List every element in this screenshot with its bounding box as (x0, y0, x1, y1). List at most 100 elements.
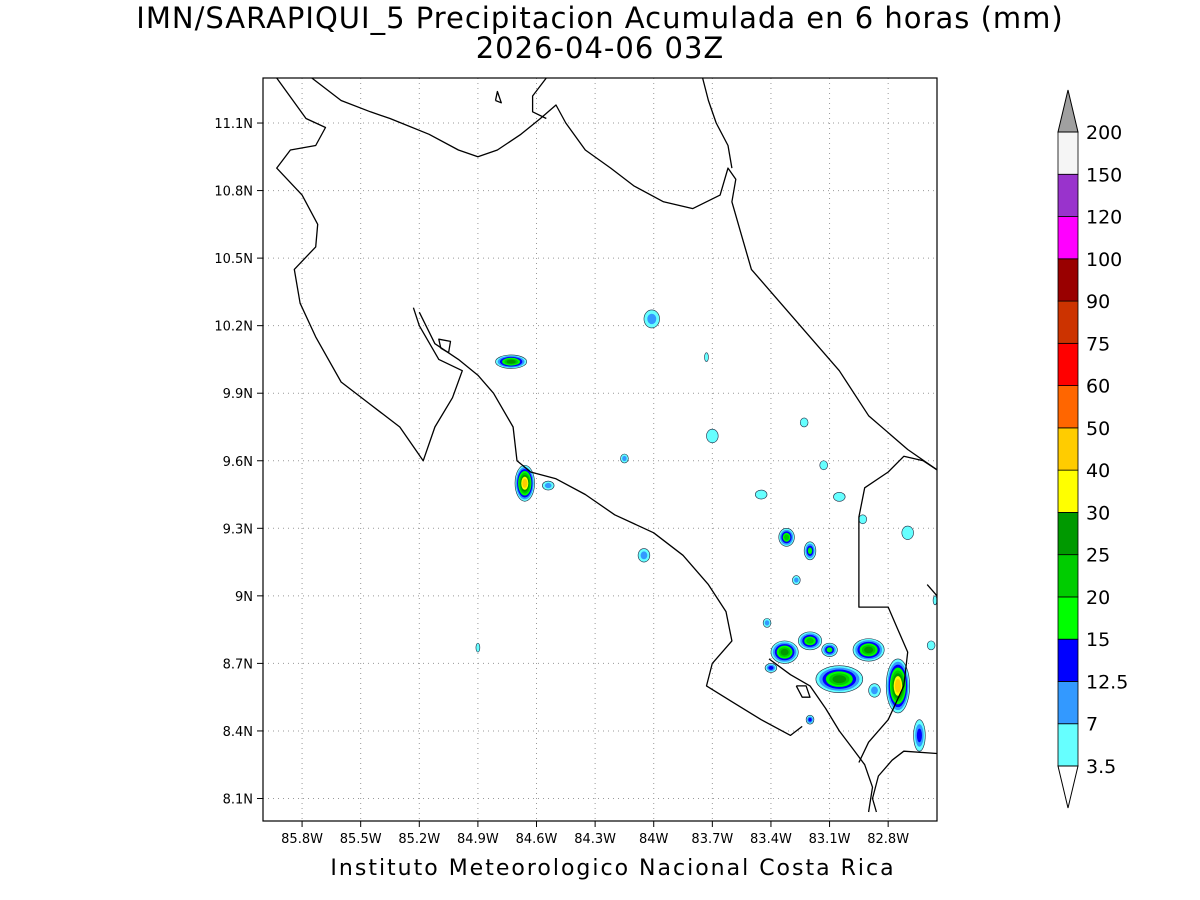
coastline-segment (494, 90, 502, 104)
lat-tick-label: 8.1N (223, 792, 253, 807)
lon-tick-label: 84W (639, 832, 669, 847)
precip-contour-band (807, 547, 813, 555)
precip-contour-band (784, 534, 790, 541)
precip-contour-band (647, 313, 657, 325)
coastline-borders (276, 78, 937, 813)
colorbar-under-triangle (1057, 765, 1079, 809)
colorbar-swatch (1057, 342, 1079, 387)
precip-cell (797, 631, 823, 651)
colorbar-swatch (1057, 258, 1079, 302)
colorbar-swatch (1057, 300, 1079, 344)
precip-cell (803, 541, 817, 561)
precip-contour-band (780, 648, 789, 656)
precip-contour-band (894, 678, 901, 693)
colorbar-swatch (1057, 385, 1079, 429)
lon-tick-label: 83.1W (809, 832, 851, 847)
precip-contour-band (832, 675, 847, 684)
precip-contour-band (706, 428, 719, 444)
colorbar-level-label: 120 (1086, 207, 1122, 229)
lon-tick-label: 84.6W (516, 832, 558, 847)
colorbar-level-label: 150 (1086, 164, 1122, 186)
precip-contour-band (871, 686, 878, 695)
coastline-segment (768, 658, 874, 813)
precip-contour-band (522, 478, 528, 488)
coastline-segment (311, 78, 937, 471)
precip-cell (706, 428, 719, 444)
precip-cell (815, 665, 864, 693)
colorbar-level-label: 60 (1086, 376, 1110, 398)
precip-cell (770, 640, 799, 664)
colorbar-level-label: 30 (1086, 502, 1110, 524)
lon-tick-label: 83.4W (750, 832, 792, 847)
precip-cell (704, 352, 709, 362)
precip-contour-band (475, 642, 481, 653)
precip-contour-band (864, 646, 874, 654)
colorbar-swatch (1057, 681, 1079, 725)
colorbar-level-label: 3.5 (1086, 756, 1116, 778)
colorbar-level-label: 100 (1086, 249, 1122, 271)
colorbar-level-label: 90 (1086, 291, 1110, 313)
lat-tick-label: 8.7N (223, 657, 253, 672)
precip-contour-band (640, 551, 648, 560)
colorbar-level-label: 40 (1086, 460, 1110, 482)
lat-tick-label: 10.8N (214, 185, 253, 200)
lon-tick-label: 85.8W (281, 832, 323, 847)
institution-credit: Instituto Meteorologico Nacional Costa R… (330, 856, 896, 881)
colorbar-swatch (1057, 596, 1079, 640)
precip-cell (932, 595, 937, 606)
coastline-segment (701, 78, 733, 169)
lon-tick-label: 84.9W (457, 832, 499, 847)
coastline-segment (795, 685, 811, 698)
precip-contour-band (819, 460, 828, 471)
precip-contour-band (544, 482, 552, 489)
colorbar-swatch (1057, 512, 1079, 556)
coastline-segment (858, 455, 937, 763)
precip-cell (885, 658, 910, 714)
precip-cell (868, 683, 881, 698)
precip-cell (799, 417, 809, 428)
precip-contour-band (808, 717, 812, 722)
precip-contour-band (932, 595, 937, 606)
precip-cell (805, 714, 815, 725)
lat-tick-label: 9.3N (223, 522, 253, 537)
precip-contour-band (858, 514, 867, 525)
precip-cell (620, 453, 629, 464)
colorbar-level-label: 15 (1086, 629, 1110, 651)
precip-contour-band (506, 359, 516, 364)
precip-contour-band (768, 665, 774, 670)
precip-cell (913, 719, 926, 752)
lon-tick-label: 82.8W (867, 832, 909, 847)
precip-cell (542, 480, 555, 491)
lat-tick-label: 8.4N (223, 725, 253, 740)
precip-cell (792, 575, 801, 585)
colorbar-swatch (1057, 469, 1079, 513)
precipitation-contours (475, 309, 937, 752)
precip-cell (514, 464, 535, 502)
colorbar-swatch (1057, 131, 1079, 175)
precip-contour-band (799, 417, 809, 428)
lat-tick-label: 11.1N (214, 117, 253, 132)
precip-cell (475, 642, 481, 653)
precip-contour-band (622, 455, 627, 462)
precip-contour-band (926, 640, 936, 651)
colorbar-level-label: 7 (1086, 714, 1098, 736)
precip-contour-band (833, 491, 846, 502)
colorbar-level-label: 25 (1086, 545, 1110, 567)
lon-tick-label: 83.7W (691, 832, 733, 847)
precip-contour-band (704, 352, 709, 362)
precip-cell (901, 525, 914, 540)
colorbar-swatch (1057, 554, 1079, 598)
lat-tick-label: 9.9N (223, 387, 253, 402)
precip-contour-band (916, 728, 922, 743)
coastline-segment (438, 338, 452, 354)
longitude-tick-labels: 85.8W 85.5W 85.2W 84.9W 84.6W 84.3W 84W 83.7W 83… (281, 832, 909, 847)
lat-tick-label: 10.5N (214, 252, 253, 267)
precip-cell (762, 618, 772, 628)
lat-tick-label: 9N (235, 590, 253, 605)
colorbar-swatch (1057, 173, 1079, 217)
lat-tick-label: 10.2N (214, 320, 253, 335)
colorbar-level-label: 200 (1086, 122, 1122, 144)
precip-cell (764, 663, 778, 673)
colorbar-level-label: 50 (1086, 418, 1110, 440)
grid-lines (257, 78, 937, 827)
